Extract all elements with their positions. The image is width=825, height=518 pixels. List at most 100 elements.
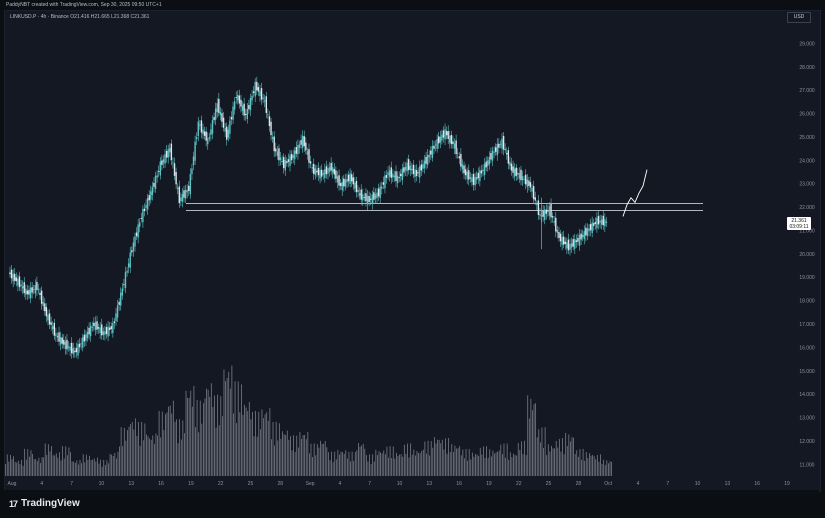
volume-bar: [492, 450, 494, 476]
volume-bar: [514, 454, 516, 476]
candle-body: [82, 337, 84, 348]
candle-body: [349, 173, 351, 184]
volume-bar: [541, 427, 543, 476]
volume-bar: [551, 445, 552, 476]
candle-body: [324, 169, 326, 178]
volume-bar: [309, 453, 310, 476]
candle-body: [167, 149, 169, 158]
volume-bar: [410, 443, 412, 476]
candle-body: [376, 192, 378, 199]
candle-body: [238, 95, 241, 104]
volume-bar: [475, 453, 476, 476]
candle-body: [513, 168, 516, 177]
volume-bar: [592, 454, 593, 476]
candle-body: [173, 163, 176, 176]
volume-bar: [41, 457, 43, 476]
candle-body: [317, 168, 320, 176]
tradingview-logo[interactable]: 17 TradingView: [9, 498, 80, 509]
candle-body: [426, 154, 429, 165]
volume-bar: [532, 410, 533, 476]
volume-bar: [490, 456, 492, 476]
candle-body: [313, 163, 315, 174]
volume-bar: [114, 452, 116, 476]
candle-body: [316, 170, 318, 173]
volume-bar: [252, 411, 253, 476]
candle-body: [438, 136, 440, 144]
volume-bar: [52, 455, 54, 476]
volume-bar: [92, 459, 94, 476]
volume-bar: [182, 420, 184, 476]
volume-bar: [22, 465, 24, 476]
volume-bar: [435, 443, 437, 476]
candle-body: [392, 173, 394, 178]
candle-body: [466, 171, 468, 180]
volume-bar: [571, 437, 573, 476]
candle-body: [101, 324, 103, 336]
candle-body: [586, 228, 589, 236]
candle-body: [226, 126, 228, 140]
volume-bar: [527, 395, 529, 476]
volume-bar: [85, 454, 87, 476]
candle-body: [158, 171, 160, 172]
price-tick-label: 23.000: [799, 182, 815, 188]
candle-body: [449, 135, 451, 143]
volume-bar: [103, 459, 105, 476]
volume-bar: [478, 456, 480, 476]
volume-bar: [320, 440, 321, 476]
volume-bar: [130, 424, 132, 476]
candle-body: [355, 180, 358, 193]
candle-body: [58, 332, 60, 342]
candle-body: [502, 135, 505, 150]
volume-bar: [456, 448, 457, 476]
price-tick-label: 18.000: [799, 299, 815, 305]
volume-bar: [17, 460, 19, 476]
volume-bar: [524, 440, 525, 476]
volume-bar: [380, 452, 381, 476]
candle-body: [445, 131, 448, 136]
candle-body: [325, 166, 328, 175]
candle-body: [48, 313, 51, 325]
volume-bar: [212, 407, 214, 476]
candle-body: [12, 273, 14, 282]
volume-bar: [95, 461, 97, 476]
volume-bar: [220, 396, 222, 476]
volume-bar: [346, 458, 348, 476]
volume-bar: [172, 400, 174, 476]
candle-body: [199, 124, 201, 126]
volume-bar: [146, 434, 147, 476]
candle-body: [243, 103, 245, 116]
candle-body: [14, 273, 16, 281]
candle-body: [398, 177, 400, 179]
volume-bar: [84, 462, 86, 476]
candle-body: [77, 343, 79, 356]
volume-bar: [365, 455, 367, 476]
volume-bar: [177, 443, 179, 476]
candle-body: [572, 239, 574, 247]
candle-body: [333, 168, 336, 175]
chart-panel[interactable]: [4, 10, 821, 492]
candle-body: [357, 190, 359, 192]
volume-bar: [596, 454, 598, 476]
volume-bar: [391, 458, 393, 476]
volume-bar: [509, 452, 511, 476]
candle-body: [585, 227, 587, 236]
volume-bar: [93, 458, 95, 476]
volume-bar: [340, 451, 342, 476]
volume-bar: [606, 460, 608, 476]
candle-body: [45, 307, 48, 317]
candle-body: [205, 131, 207, 141]
candle-body: [162, 159, 165, 163]
candle-body: [534, 197, 536, 201]
candle-body: [464, 169, 467, 176]
volume-bar: [422, 449, 424, 476]
volume-bar: [161, 411, 163, 476]
time-tick-label: Oct: [604, 481, 612, 487]
candle-body: [86, 331, 89, 338]
candle-body: [309, 161, 312, 164]
candle-body: [47, 314, 49, 321]
volume-bar: [63, 458, 65, 476]
time-tick-label: 16: [754, 481, 760, 487]
candle-body: [161, 160, 163, 165]
currency-unit-button[interactable]: USD: [787, 12, 811, 23]
